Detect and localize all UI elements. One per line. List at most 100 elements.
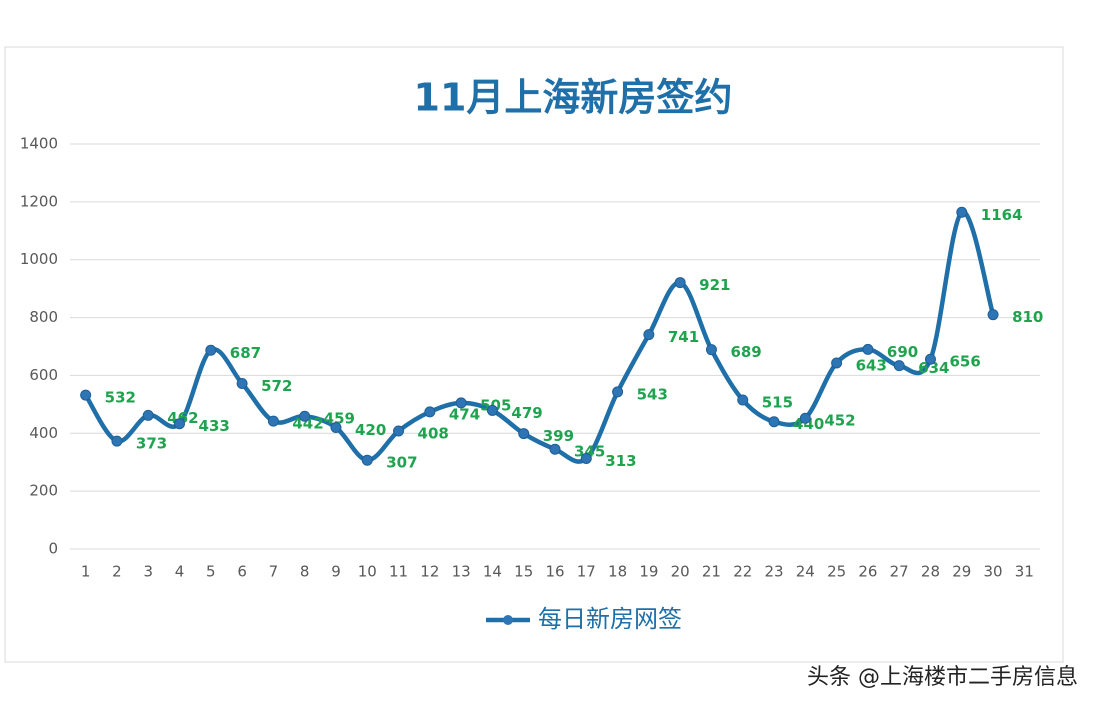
data-label: 307 xyxy=(386,454,417,472)
x-tick-label: 30 xyxy=(984,563,1003,581)
data-label: 408 xyxy=(418,424,449,442)
x-tick-label: 5 xyxy=(206,563,216,581)
x-tick-label: 21 xyxy=(702,563,721,581)
chart-frame xyxy=(4,46,1064,663)
watermark: 头条 @上海楼市二手房信息 xyxy=(807,665,1078,690)
x-tick-label: 31 xyxy=(1015,563,1034,581)
marker xyxy=(455,397,467,409)
marker xyxy=(549,443,561,455)
marker xyxy=(956,206,968,218)
data-label: 433 xyxy=(199,417,230,435)
marker xyxy=(799,412,811,424)
marker xyxy=(580,452,592,464)
marker xyxy=(643,329,655,341)
marker xyxy=(705,344,717,356)
data-label: 634 xyxy=(918,359,949,377)
marker xyxy=(330,422,342,433)
x-tick-label: 9 xyxy=(331,563,341,581)
data-label: 643 xyxy=(856,356,887,374)
x-tick-label: 18 xyxy=(608,563,627,581)
marker xyxy=(174,418,186,430)
x-tick-label: 14 xyxy=(483,563,502,581)
data-label: 690 xyxy=(887,343,918,361)
marker xyxy=(987,309,999,321)
y-tick-label: 0 xyxy=(48,540,58,558)
marker xyxy=(236,378,248,390)
marker xyxy=(831,357,843,369)
marker xyxy=(267,415,279,427)
data-label: 543 xyxy=(637,385,668,403)
y-tick-label: 1200 xyxy=(20,192,58,210)
data-label: 689 xyxy=(730,343,761,361)
marker xyxy=(674,277,686,289)
data-label: 741 xyxy=(668,328,699,346)
x-tick-label: 12 xyxy=(420,563,439,581)
marker xyxy=(862,343,874,355)
x-tick-label: 19 xyxy=(639,563,658,581)
y-tick-label: 200 xyxy=(29,482,58,500)
x-tick-label: 24 xyxy=(796,563,815,581)
x-tick-label: 8 xyxy=(300,563,310,581)
x-tick-label: 27 xyxy=(890,563,909,581)
y-tick-label: 600 xyxy=(29,366,58,384)
x-tick-label: 7 xyxy=(269,563,279,581)
x-tick-label: 4 xyxy=(175,563,185,581)
y-tick-label: 800 xyxy=(29,308,58,326)
x-tick-label: 29 xyxy=(952,563,971,581)
x-tick-label: 16 xyxy=(545,563,564,581)
y-tick-label: 1400 xyxy=(20,135,58,153)
marker xyxy=(424,406,436,418)
chart-title: 11月上海新房签约 xyxy=(414,76,733,120)
marker xyxy=(111,435,123,447)
marker xyxy=(205,344,217,356)
x-tick-label: 26 xyxy=(858,563,877,581)
x-tick-label: 20 xyxy=(671,563,690,581)
y-tick-label: 400 xyxy=(29,424,58,442)
marker xyxy=(893,360,905,372)
data-label: 687 xyxy=(230,344,261,362)
marker xyxy=(393,425,405,437)
x-tick-label: 11 xyxy=(389,563,408,581)
data-label: 373 xyxy=(136,435,167,453)
x-tick-label: 13 xyxy=(452,563,471,581)
data-label: 479 xyxy=(511,404,542,422)
marker xyxy=(612,386,624,398)
data-label: 313 xyxy=(605,452,636,470)
marker xyxy=(361,454,373,466)
x-tick-label: 3 xyxy=(143,563,153,581)
data-label: 515 xyxy=(762,394,793,412)
x-tick-label: 23 xyxy=(764,563,783,581)
x-tick-label: 22 xyxy=(733,563,752,581)
x-tick-label: 28 xyxy=(921,563,940,581)
x-tick-label: 25 xyxy=(827,563,846,581)
y-tick-label: 1000 xyxy=(20,250,58,268)
data-label: 420 xyxy=(355,421,386,439)
data-label: 532 xyxy=(105,389,136,407)
marker xyxy=(80,389,92,401)
marker xyxy=(142,409,154,421)
x-tick-label: 17 xyxy=(577,563,596,581)
x-tick-label: 15 xyxy=(514,563,533,581)
marker xyxy=(737,394,749,406)
data-label: 810 xyxy=(1012,308,1043,326)
x-tick-label: 1 xyxy=(81,563,91,581)
x-tick-label: 2 xyxy=(112,563,122,581)
data-label: 459 xyxy=(324,410,355,428)
marker xyxy=(486,404,498,416)
data-label: 572 xyxy=(261,377,292,395)
data-label: 656 xyxy=(949,353,980,371)
x-tick-label: 6 xyxy=(237,563,247,581)
legend-marker xyxy=(503,615,513,625)
data-label: 474 xyxy=(449,405,480,423)
marker xyxy=(299,410,311,422)
legend-label: 每日新房网签 xyxy=(538,605,682,633)
data-label: 399 xyxy=(543,427,574,445)
data-label: 1164 xyxy=(981,206,1023,224)
data-label: 452 xyxy=(824,412,855,430)
x-tick-label: 10 xyxy=(358,563,377,581)
marker xyxy=(518,428,530,440)
marker xyxy=(768,416,780,428)
data-label: 921 xyxy=(699,276,730,294)
marker xyxy=(924,353,936,365)
